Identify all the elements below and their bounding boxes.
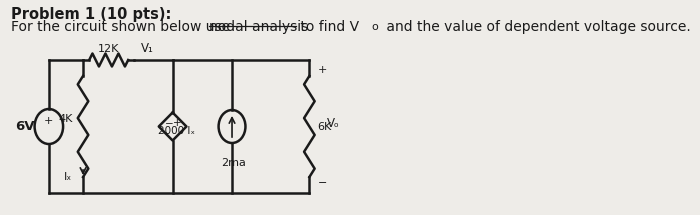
Text: −: −: [318, 178, 327, 188]
Text: +: +: [173, 118, 182, 129]
Text: Iₓ: Iₓ: [64, 172, 73, 182]
Text: o: o: [372, 23, 379, 32]
Text: +: +: [318, 65, 327, 75]
Text: −: −: [164, 118, 174, 129]
Text: +: +: [44, 115, 53, 126]
Text: 12K: 12K: [98, 45, 120, 54]
Text: V₁: V₁: [141, 41, 154, 54]
Text: to find V: to find V: [295, 20, 358, 34]
Text: and the value of dependent voltage source.: and the value of dependent voltage sourc…: [382, 20, 691, 34]
Text: For the circuit shown below use: For the circuit shown below use: [10, 20, 234, 34]
Text: Vₒ: Vₒ: [328, 117, 340, 130]
Text: 2ma: 2ma: [221, 158, 246, 169]
Text: 6V: 6V: [15, 120, 34, 133]
Text: 4K: 4K: [58, 115, 73, 124]
Text: 2000 Iₓ: 2000 Iₓ: [158, 126, 195, 135]
Text: Problem 1 (10 pts):: Problem 1 (10 pts):: [10, 7, 171, 22]
Text: nodal analysis: nodal analysis: [209, 20, 309, 34]
Text: 6K: 6K: [318, 121, 332, 132]
